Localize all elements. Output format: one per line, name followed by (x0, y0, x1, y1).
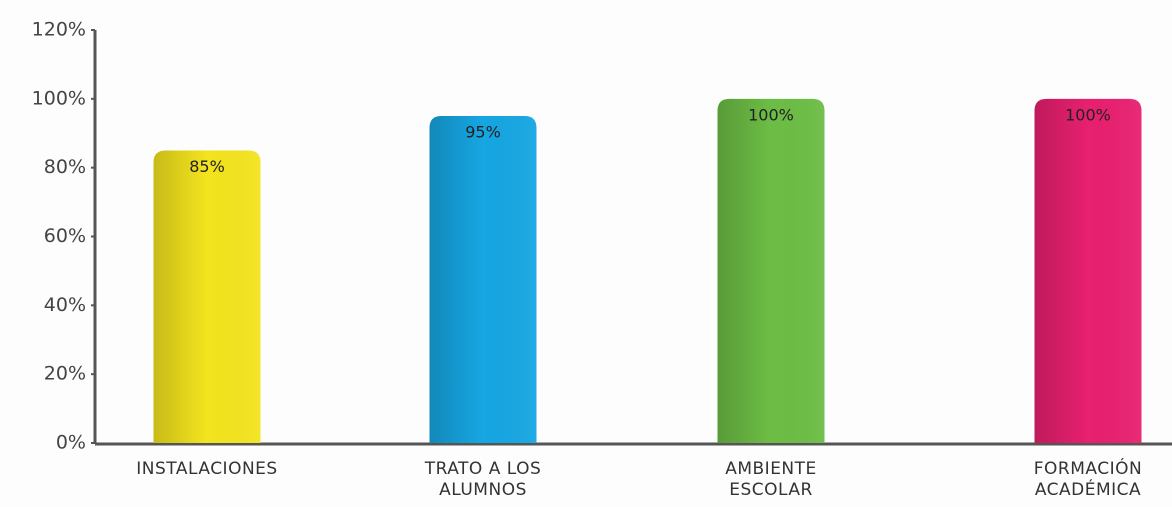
value-label: 100% (1065, 105, 1111, 124)
y-tick-label: 100% (32, 87, 86, 109)
y-tick-label: 0% (56, 432, 86, 454)
x-tick-label: AMBIENTE ESCOLAR (725, 459, 817, 500)
y-tick-label: 60% (44, 225, 86, 247)
y-tick-label: 80% (44, 156, 86, 178)
bar-shade (1034, 98, 1142, 443)
value-label: 95% (465, 123, 501, 142)
value-label: 85% (189, 157, 225, 176)
y-tick-label: 40% (44, 294, 86, 316)
x-tick-label: FORMACIÓN ACADÉMICA (1033, 459, 1143, 500)
x-tick-label: TRATO A LOS ALUMNOS (424, 459, 542, 500)
bar-shade (153, 150, 261, 444)
y-tick-label: 120% (32, 19, 86, 41)
x-tick-label: INSTALACIONES (136, 459, 278, 479)
bar-shade (429, 116, 537, 444)
bar-shade (717, 98, 825, 443)
y-tick-label: 20% (44, 363, 86, 385)
value-label: 100% (748, 105, 794, 124)
